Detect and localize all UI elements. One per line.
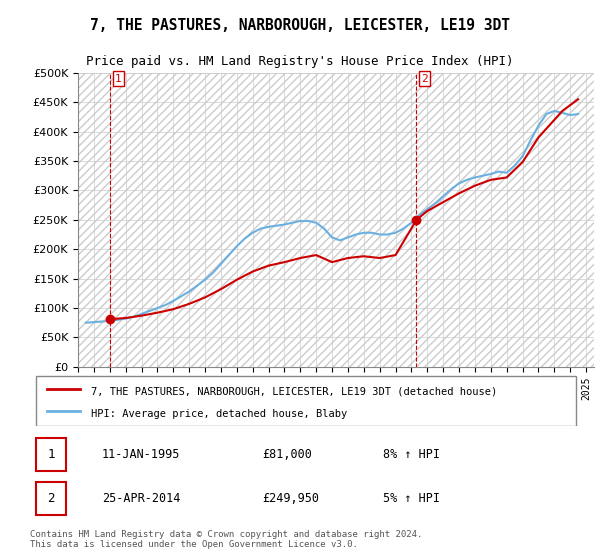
FancyBboxPatch shape xyxy=(35,438,66,471)
Text: 5% ↑ HPI: 5% ↑ HPI xyxy=(383,492,440,505)
Text: HPI: Average price, detached house, Blaby: HPI: Average price, detached house, Blab… xyxy=(91,408,347,418)
FancyBboxPatch shape xyxy=(35,376,577,426)
Text: £81,000: £81,000 xyxy=(262,448,312,461)
Text: 25-APR-2014: 25-APR-2014 xyxy=(102,492,180,505)
Text: 1: 1 xyxy=(47,448,55,461)
Text: 7, THE PASTURES, NARBOROUGH, LEICESTER, LE19 3DT: 7, THE PASTURES, NARBOROUGH, LEICESTER, … xyxy=(90,18,510,33)
Text: 7, THE PASTURES, NARBOROUGH, LEICESTER, LE19 3DT (detached house): 7, THE PASTURES, NARBOROUGH, LEICESTER, … xyxy=(91,386,497,396)
FancyBboxPatch shape xyxy=(35,482,66,515)
Text: 2: 2 xyxy=(421,73,428,83)
Text: 2: 2 xyxy=(47,492,55,505)
Text: Price paid vs. HM Land Registry's House Price Index (HPI): Price paid vs. HM Land Registry's House … xyxy=(86,55,514,68)
Text: 8% ↑ HPI: 8% ↑ HPI xyxy=(383,448,440,461)
Text: 11-JAN-1995: 11-JAN-1995 xyxy=(102,448,180,461)
Text: £249,950: £249,950 xyxy=(262,492,319,505)
Text: Contains HM Land Registry data © Crown copyright and database right 2024.
This d: Contains HM Land Registry data © Crown c… xyxy=(30,530,422,549)
Text: 1: 1 xyxy=(115,73,122,83)
